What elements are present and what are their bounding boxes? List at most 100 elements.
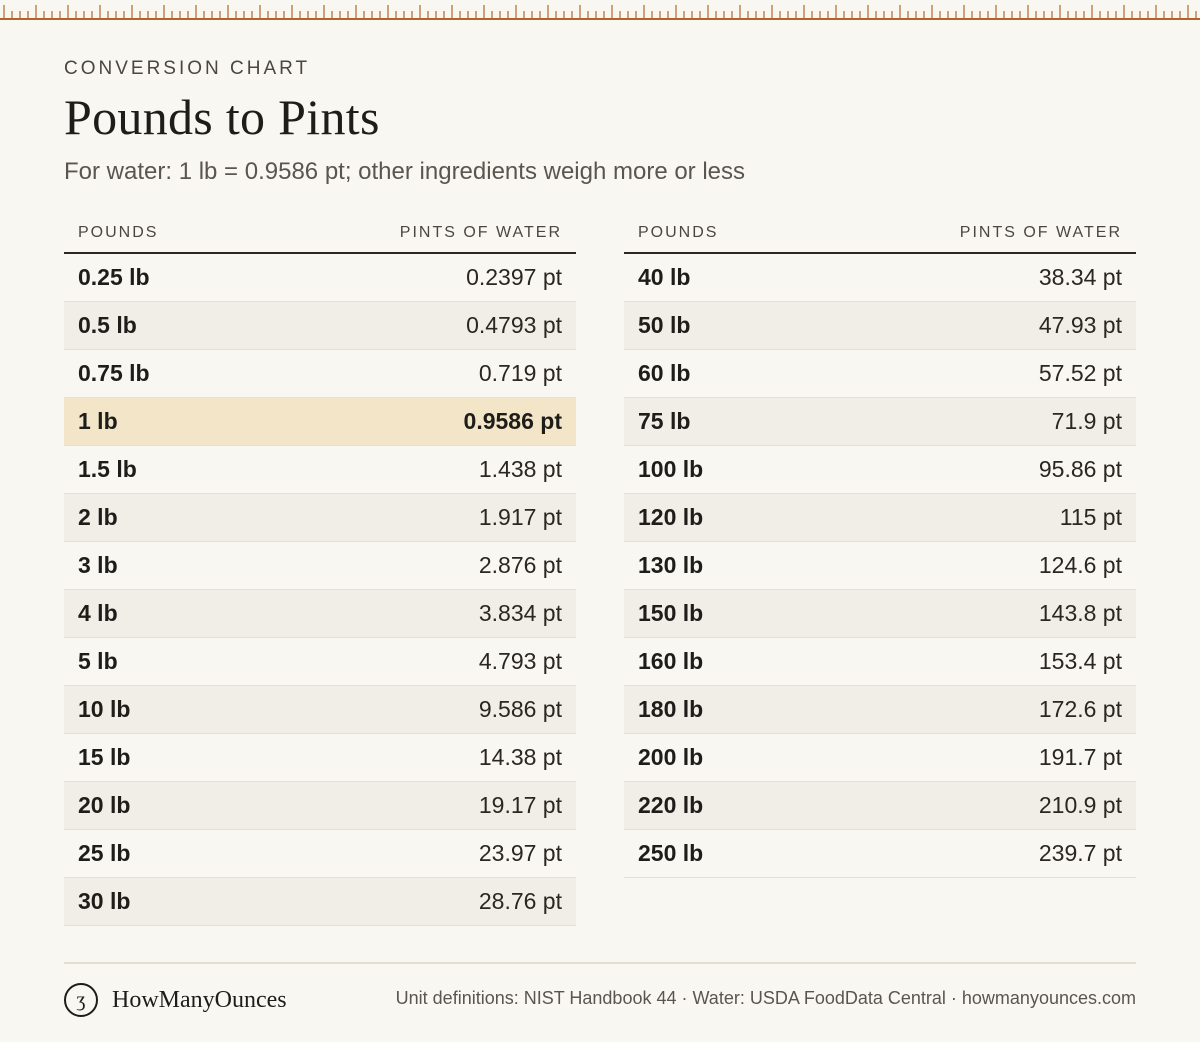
pounds-cell: 25 lb [78,840,131,866]
eyebrow-label: CONVERSION CHART [64,58,311,79]
pints-cell: 115 pt [1059,504,1122,530]
pints-cell: 0.719 pt [478,360,562,386]
pounds-cell: 120 lb [638,504,704,530]
table-row: 180 lb 172.6 pt [624,686,1136,734]
table-row: 1 lb 0.9586 pt [64,398,576,446]
pounds-cell: 1.5 lb [78,456,137,482]
pints-cell: 9.586 pt [478,696,562,722]
pints-cell: 0.4793 pt [466,312,562,338]
conversion-table-right: POUNDS PINTS OF WATER 40 lb 38.34 pt 50 lb… [624,214,1136,878]
pints-cell: 153.4 pt [1038,648,1122,674]
pounds-cell: 4 lb [78,600,118,626]
pounds-cell: 30 lb [78,888,131,914]
pints-cell: 191.7 pt [1038,744,1122,770]
table-row: 2 lb 1.917 pt [64,494,576,542]
pints-cell: 1.438 pt [478,456,562,482]
pints-cell: 2.876 pt [478,552,562,578]
table-row: 75 lb 71.9 pt [624,398,1136,446]
table-row: 4 lb 3.834 pt [64,590,576,638]
pints-cell: 0.2397 pt [466,264,562,290]
pounds-cell: 0.75 lb [78,360,150,386]
pints-cell: 239.7 pt [1038,840,1122,866]
pounds-cell: 3 lb [78,552,118,578]
pints-cell: 210.9 pt [1038,792,1122,818]
pints-cell: 71.9 pt [1051,408,1122,434]
table-row: 0.75 lb 0.719 pt [64,350,576,398]
column-header-pints: PINTS OF WATER [399,224,562,241]
table-row: 100 lb 95.86 pt [624,446,1136,494]
table-body: 0.25 lb 0.2397 pt 0.5 lb 0.4793 pt 0.75 lb 0.… [64,254,576,926]
pounds-cell: 250 lb [638,840,704,866]
pounds-cell: 50 lb [638,312,691,338]
pounds-cell: 1 lb [78,408,118,434]
brand-name: HowManyOunces [112,986,287,1013]
pounds-cell: 5 lb [78,648,118,674]
table-row: 200 lb 191.7 pt [624,734,1136,782]
pints-cell: 3.834 pt [478,600,562,626]
pints-cell: 124.6 pt [1038,552,1122,578]
pounds-cell: 100 lb [638,456,704,482]
table-row: 25 lb 23.97 pt [64,830,576,878]
pints-cell: 38.34 pt [1038,264,1122,290]
pounds-cell: 180 lb [638,696,704,722]
table-row: 250 lb 239.7 pt [624,830,1136,878]
page-title: Pounds to Pints [64,89,380,145]
pounds-cell: 160 lb [638,648,704,674]
pounds-cell: 2 lb [78,504,118,530]
table-row: 0.25 lb 0.2397 pt [64,254,576,302]
pounds-cell: 40 lb [638,264,691,290]
table-row: 0.5 lb 0.4793 pt [64,302,576,350]
pounds-cell: 200 lb [638,744,704,770]
pounds-cell: 20 lb [78,792,131,818]
table-row: 60 lb 57.52 pt [624,350,1136,398]
pounds-cell: 130 lb [638,552,704,578]
pounds-cell: 0.5 lb [78,312,137,338]
ruler-decoration [0,5,1200,20]
pints-cell: 172.6 pt [1038,696,1122,722]
table-row: 160 lb 153.4 pt [624,638,1136,686]
table-row: 5 lb 4.793 pt [64,638,576,686]
column-header-pounds: POUNDS [638,224,719,241]
pints-cell: 14.38 pt [478,744,562,770]
footer-divider [64,962,1136,964]
source-attribution: Unit definitions: NIST Handbook 44 · Wat… [395,988,1136,1008]
pints-cell: 143.8 pt [1038,600,1122,626]
page-subtitle: For water: 1 lb = 0.9586 pt; other ingre… [64,158,746,185]
brand-logo-icon: ʒ [64,983,98,1017]
pounds-cell: 10 lb [78,696,131,722]
table-row: 220 lb 210.9 pt [624,782,1136,830]
table-row: 130 lb 124.6 pt [624,542,1136,590]
pounds-cell: 150 lb [638,600,704,626]
column-header-pounds: POUNDS [78,224,159,241]
column-header-pints: PINTS OF WATER [959,224,1122,241]
pounds-cell: 60 lb [638,360,691,386]
table-row: 15 lb 14.38 pt [64,734,576,782]
pints-cell: 19.17 pt [478,792,562,818]
pounds-cell: 0.25 lb [78,264,150,290]
table-row: 120 lb 115 pt [624,494,1136,542]
brand[interactable]: ʒ HowManyOunces [64,982,287,1018]
table-row: 50 lb 47.93 pt [624,302,1136,350]
table-header: POUNDS PINTS OF WATER [64,214,576,254]
pints-cell: 0.9586 pt [463,408,562,434]
table-row: 1.5 lb 1.438 pt [64,446,576,494]
table-row: 30 lb 28.76 pt [64,878,576,926]
pints-cell: 57.52 pt [1038,360,1122,386]
table-row: 40 lb 38.34 pt [624,254,1136,302]
pounds-cell: 220 lb [638,792,704,818]
table-row: 20 lb 19.17 pt [64,782,576,830]
pints-cell: 4.793 pt [478,648,562,674]
table-row: 10 lb 9.586 pt [64,686,576,734]
pounds-cell: 15 lb [78,744,131,770]
table-row: 3 lb 2.876 pt [64,542,576,590]
pints-cell: 1.917 pt [478,504,562,530]
table-header: POUNDS PINTS OF WATER [624,214,1136,254]
table-body: 40 lb 38.34 pt 50 lb 47.93 pt 60 lb 57.52 pt 7… [624,254,1136,878]
pints-cell: 95.86 pt [1038,456,1122,482]
conversion-table-left: POUNDS PINTS OF WATER 0.25 lb 0.2397 pt 0.… [64,214,576,926]
pints-cell: 47.93 pt [1038,312,1122,338]
pounds-cell: 75 lb [638,408,691,434]
table-row: 150 lb 143.8 pt [624,590,1136,638]
pints-cell: 28.76 pt [478,888,562,914]
pints-cell: 23.97 pt [478,840,562,866]
